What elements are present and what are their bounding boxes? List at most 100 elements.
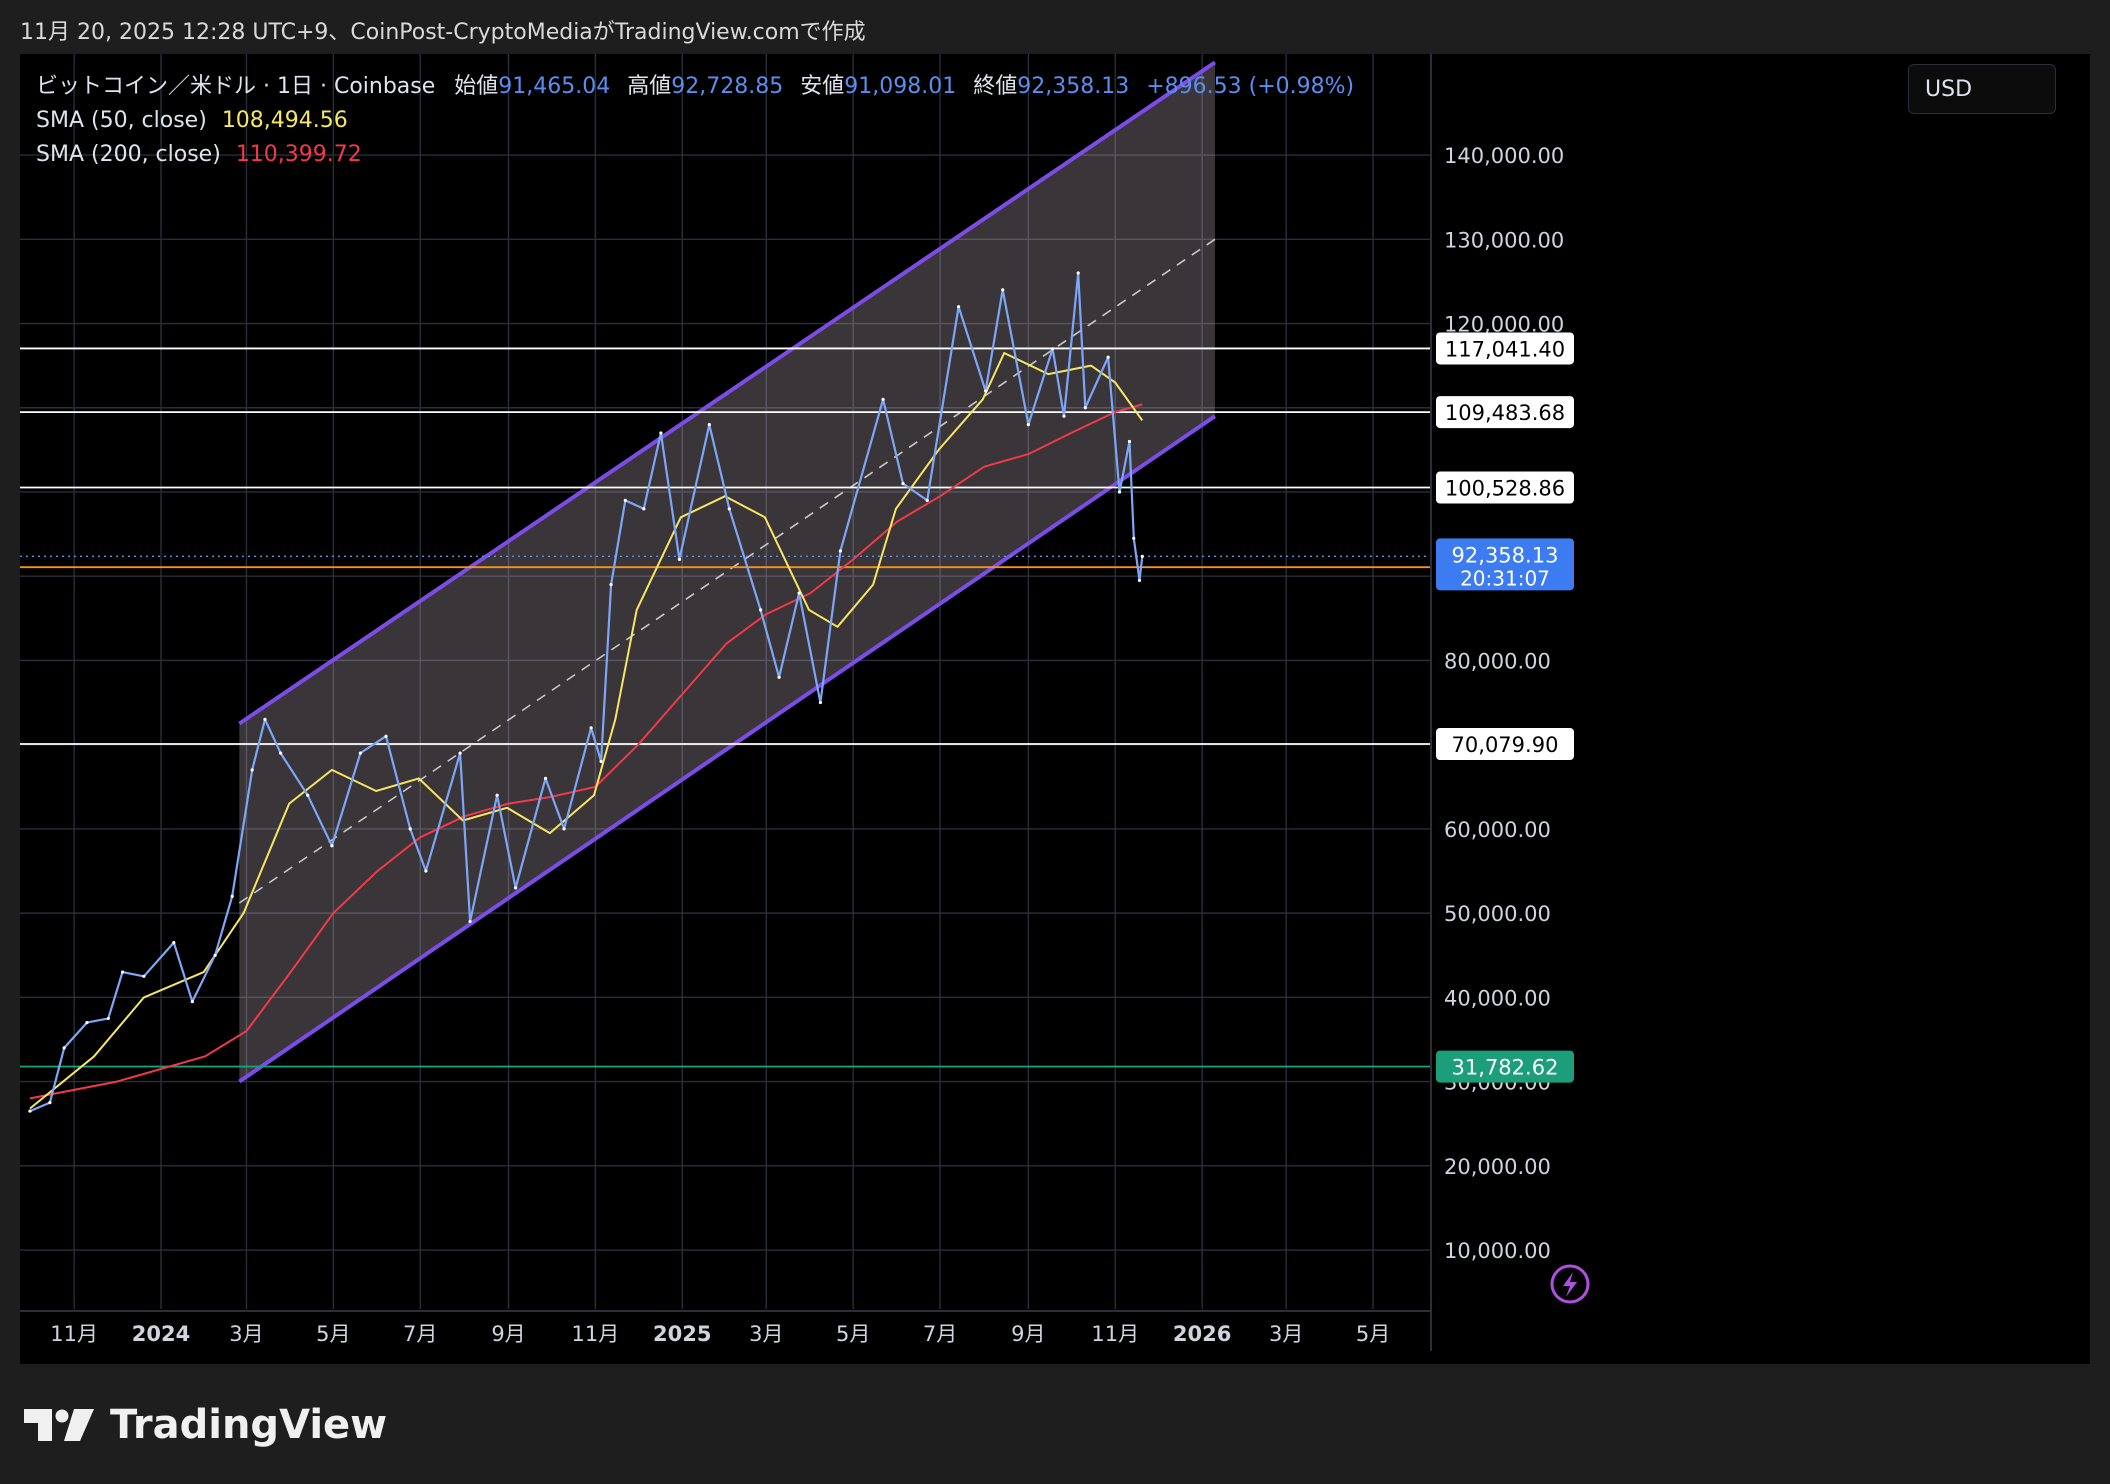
low-label: 安値 (800, 74, 845, 99)
price-point-11 (250, 768, 254, 772)
price-point-34 (727, 507, 731, 511)
price-point-53 (1127, 439, 1132, 444)
price-point-13 (279, 751, 283, 755)
bar-countdown-label: 20:31:07 (1460, 566, 1550, 590)
close-value: 92,358.13 (1017, 74, 1130, 99)
price-point-16 (358, 751, 362, 755)
sma200-value: 110,399.72 (235, 142, 362, 167)
symbol-title[interactable]: ビットコイン／米ドル · 1日 · Coinbase (36, 74, 436, 99)
price-point-18 (408, 827, 412, 831)
x-tick-label-4: 7月 (403, 1322, 437, 1346)
price-point-49 (1076, 271, 1080, 275)
sma200-label: SMA (200, close) (36, 142, 221, 167)
ohlc-row: ビットコイン／米ドル · 1日 · Coinbase 始値91,465.04 高… (36, 70, 1354, 104)
price-point-17 (384, 734, 388, 738)
level-label-bg-0 (1436, 332, 1574, 365)
price-point-54 (1132, 536, 1136, 540)
price-point-50 (1083, 406, 1087, 410)
channel-upper-line (238, 60, 1217, 726)
price-point-37 (797, 591, 801, 595)
x-tick-label-13: 2026 (1173, 1322, 1231, 1346)
price-point-38 (818, 700, 823, 705)
y-tick-label-12: 130,000.00 (1444, 228, 1564, 252)
tradingview-mark-icon (24, 1409, 94, 1441)
x-tick-label-9: 5月 (836, 1322, 870, 1346)
tradingview-logo: TradingView (24, 1402, 387, 1448)
level-label-5: 31,782.62 (1452, 1056, 1559, 1080)
price-point-21 (468, 919, 472, 924)
x-tick-label-5: 9月 (491, 1322, 525, 1346)
price-point-20 (458, 751, 462, 755)
x-tick-label-0: 11月 (50, 1322, 98, 1346)
level-label-bg-4 (1436, 727, 1574, 760)
level-label-1: 109,483.68 (1445, 401, 1565, 425)
price-point-4 (106, 1016, 110, 1021)
x-tick-label-2: 3月 (229, 1322, 263, 1346)
price-point-24 (543, 776, 548, 780)
price-point-35 (759, 608, 763, 612)
channel-lower-line (238, 414, 1217, 1084)
price-point-41 (901, 481, 905, 486)
price-point-2 (62, 1046, 66, 1050)
price-point-9 (213, 953, 217, 957)
price-point-5 (120, 970, 125, 974)
price-point-0 (28, 1109, 32, 1113)
sma50-series-line (29, 352, 1144, 1110)
change-value: +896.53 (+0.98%) (1146, 74, 1355, 99)
high-value: 92,728.85 (671, 74, 784, 99)
price-point-32 (677, 557, 682, 561)
lightning-bolt-icon (1563, 1272, 1577, 1297)
lightning-icon (1550, 1264, 1590, 1304)
level-label-bg-1 (1436, 396, 1574, 429)
snapshot-caption: 11月 20, 2025 12:28 UTC+9、CoinPost-Crypto… (20, 20, 866, 45)
price-point-52 (1117, 490, 1122, 494)
chart-frame[interactable]: 10,000.00 20,000.00 30,000.00 40,000.00 50,0… (20, 54, 2090, 1364)
x-tick-label-7: 2025 (653, 1322, 711, 1346)
currency-selector[interactable]: USD (1908, 64, 2056, 114)
chart-background (20, 54, 2090, 1364)
price-chart[interactable]: 10,000.0020,000.0030,000.0040,000.0050,0… (20, 54, 2090, 1364)
y-tick-label-5: 60,000.00 (1444, 818, 1551, 842)
y-tick-label-7: 80,000.00 (1444, 649, 1551, 673)
high-label: 高値 (627, 74, 672, 99)
price-point-22 (495, 793, 499, 797)
price-point-28 (609, 583, 613, 587)
price-point-45 (1001, 288, 1005, 292)
price-point-30 (642, 507, 646, 511)
sma200-row[interactable]: SMA (200, close) 110,399.72 (36, 138, 1354, 172)
sma50-row[interactable]: SMA (50, close) 108,494.56 (36, 104, 1354, 138)
open-label: 始値 (454, 74, 499, 99)
price-point-44 (984, 389, 988, 393)
price-point-48 (1062, 414, 1066, 418)
price-point-39 (838, 549, 842, 553)
price-point-6 (142, 974, 146, 978)
open-value: 91,465.04 (498, 74, 611, 99)
x-tick-label-6: 11月 (572, 1322, 620, 1346)
level-label-2: 100,528.86 (1445, 477, 1565, 501)
price-point-43 (956, 305, 961, 309)
price-point-14 (306, 793, 310, 797)
price-point-31 (659, 431, 663, 435)
price-point-3 (85, 1021, 89, 1025)
price-point-47 (1050, 347, 1055, 351)
price-point-23 (514, 886, 518, 890)
low-value: 91,098.01 (844, 74, 957, 99)
level-label-4: 70,079.90 (1452, 733, 1559, 757)
x-tick-label-1: 2024 (132, 1322, 190, 1346)
last-price-label-bg (1436, 538, 1574, 591)
last-price-label: 92,358.13 (1452, 543, 1559, 567)
price-point-29 (623, 498, 627, 503)
price-point-33 (707, 423, 711, 427)
sma50-label: SMA (50, close) (36, 108, 207, 133)
x-tick-label-15: 5月 (1356, 1322, 1390, 1346)
y-tick-label-0: 10,000.00 (1444, 1239, 1551, 1263)
y-tick-label-3: 40,000.00 (1444, 986, 1551, 1010)
channel-fill (239, 62, 1215, 1082)
x-tick-label-3: 5月 (316, 1322, 350, 1346)
price-point-26 (589, 726, 593, 730)
sma200-series-line (29, 403, 1143, 1100)
price-point-1 (48, 1101, 52, 1105)
level-label-bg-2 (1436, 471, 1574, 504)
price-point-12 (263, 717, 267, 722)
x-tick-label-8: 3月 (749, 1322, 783, 1346)
